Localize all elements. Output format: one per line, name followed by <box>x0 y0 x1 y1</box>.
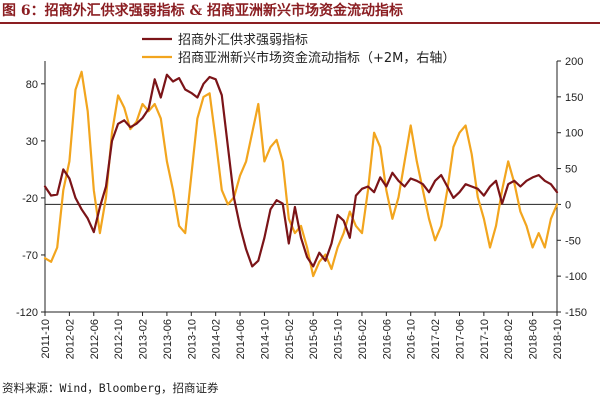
right-tick-label: 50 <box>565 164 577 176</box>
asia-em-flow-line <box>43 70 559 278</box>
x-tick-label: 2018-06 <box>528 319 540 359</box>
fx-supply-demand-line <box>43 73 559 268</box>
x-tick-label: 2012-02 <box>64 319 76 359</box>
x-tick-label: 2015-10 <box>333 319 345 359</box>
dual-axis-line-chart: -120 -70 -20 30 80 -150 -100 -50 0 50 100 150 200 201… <box>16 33 587 359</box>
x-tick-label: 2018-02 <box>503 319 515 359</box>
x-tick-label: 2013-10 <box>186 319 198 359</box>
x-tick-label: 2016-10 <box>406 319 418 359</box>
right-tick-label: 150 <box>565 92 583 104</box>
right-tick-label: -100 <box>565 271 587 283</box>
x-tick-label: 2017-02 <box>430 319 442 359</box>
x-tick-label: 2017-10 <box>479 319 491 359</box>
series-lines <box>43 70 559 278</box>
legend-label-fx: 招商外汇供求强弱指标 <box>178 33 308 48</box>
right-tick-label: -150 <box>565 307 587 319</box>
x-tick-label: 2013-02 <box>138 319 150 359</box>
x-tick-label: 2013-06 <box>162 319 174 359</box>
right-tick-label: -50 <box>565 235 581 247</box>
title-rule <box>0 22 600 24</box>
legend-label-flow: 招商亚洲新兴市场资金流动指标（+2M，右轴） <box>178 50 455 66</box>
x-tick-label: 2017-06 <box>454 319 466 359</box>
x-tick-label: 2014-02 <box>211 319 223 359</box>
x-tick-label: 2012-10 <box>113 319 125 359</box>
left-tick-label: -120 <box>16 307 38 319</box>
x-tick-label: 2014-10 <box>259 319 271 359</box>
axes: -120 -70 -20 30 80 -150 -100 -50 0 50 100 150 200 201… <box>16 56 587 359</box>
x-tick-label: 2016-02 <box>357 319 369 359</box>
x-tick-label: 2014-06 <box>235 319 247 359</box>
x-tick-label: 2015-02 <box>284 319 296 359</box>
x-tick-label: 2012-06 <box>89 319 101 359</box>
source-note: 资料来源：Wind，Bloomberg，招商证券 <box>2 381 219 395</box>
left-tick-label: -20 <box>22 193 38 205</box>
x-tick-label: 2018-10 <box>552 319 564 359</box>
left-tick-label: 80 <box>26 79 38 91</box>
figure-title: 图 6：招商外汇供求强弱指标 & 招商亚洲新兴市场资金流动指标 <box>2 3 404 19</box>
x-tick-label: 2011-10 <box>40 319 52 359</box>
right-tick-label: 100 <box>565 128 583 140</box>
right-tick-label: 200 <box>565 56 583 68</box>
x-tick-label: 2016-06 <box>381 319 393 359</box>
right-tick-label: 0 <box>565 199 571 211</box>
x-tick-label: 2015-06 <box>308 319 320 359</box>
left-tick-label: -70 <box>22 250 38 262</box>
left-tick-label: 30 <box>26 136 38 148</box>
